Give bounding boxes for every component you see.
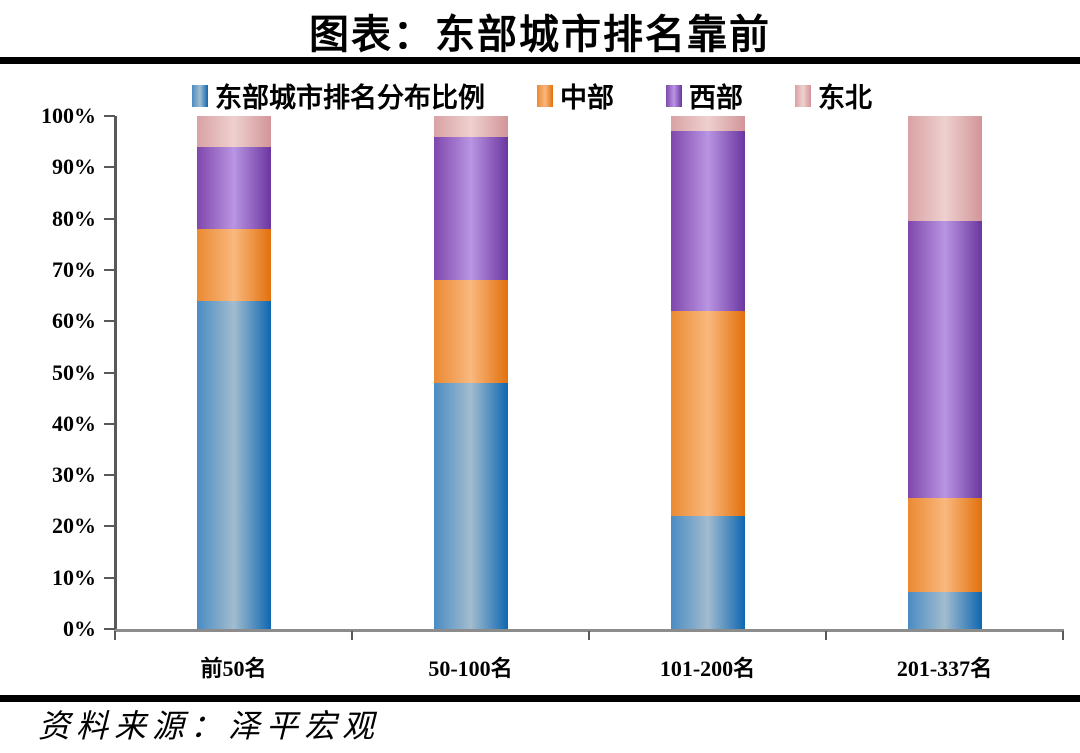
- bar-segment: [433, 382, 508, 629]
- legend-item: 西部: [666, 76, 743, 115]
- title-divider-line: [0, 57, 1080, 64]
- bar-segment: [196, 146, 271, 229]
- legend-swatch-icon: [537, 84, 553, 107]
- x-axis-label: 前50名: [200, 656, 267, 681]
- legend-label: 东北: [818, 83, 872, 113]
- y-axis-tick: [104, 628, 115, 630]
- legend-swatch-icon: [795, 84, 811, 107]
- y-axis-label: 0%: [63, 616, 96, 641]
- x-axis-label: 50-100名: [428, 656, 513, 681]
- y-axis-label: 60%: [52, 308, 96, 334]
- y-axis-tick: [104, 525, 115, 528]
- x-axis-tick: [1062, 631, 1064, 640]
- legend-item: 中部: [537, 76, 614, 115]
- y-axis-label: 90%: [52, 154, 96, 180]
- bar-segment: [670, 131, 745, 311]
- bar-segment: [907, 116, 982, 222]
- y-axis-label: 70%: [52, 256, 96, 282]
- bar-segment: [433, 280, 508, 383]
- bar-segment: [433, 116, 508, 137]
- bottom-divider-line: [0, 695, 1080, 702]
- y-axis-tick: [104, 371, 115, 374]
- bar-segment: [670, 310, 745, 517]
- legend-swatch-icon: [192, 84, 208, 107]
- bar-segment: [907, 498, 982, 592]
- x-axis-tick: [588, 631, 590, 640]
- chart-title: 图表：东部城市排名靠前: [309, 12, 771, 57]
- legend-item: 东部城市排名分布比例: [192, 76, 485, 115]
- bar-segment: [433, 136, 508, 281]
- plot-area: [115, 116, 1063, 629]
- y-axis-label: 50%: [52, 359, 96, 385]
- x-axis-tick: [825, 631, 827, 640]
- y-axis-label: 40%: [52, 410, 96, 436]
- y-axis-tick: [104, 576, 115, 579]
- y-axis-line: [114, 116, 117, 631]
- bar-segment: [670, 516, 745, 629]
- stacked-bar: [433, 116, 508, 629]
- bar-segment: [196, 228, 271, 301]
- y-axis-tick: [104, 320, 115, 323]
- x-axis-tick: [351, 631, 353, 640]
- y-axis-label: 100%: [41, 103, 96, 128]
- y-axis-tick: [104, 268, 115, 271]
- legend: 东部城市排名分布比例 中部 西部 东北: [192, 76, 872, 115]
- stacked-bar: [196, 116, 271, 629]
- x-axis-label: 101-200名: [659, 656, 756, 681]
- y-axis-tick: [104, 422, 115, 425]
- x-axis-tick: [114, 631, 116, 640]
- y-axis-label: 10%: [52, 564, 96, 590]
- legend-item: 东北: [795, 76, 872, 115]
- legend-label: 中部: [560, 83, 614, 113]
- bar-segment: [907, 591, 982, 629]
- x-axis-label: 201-337名: [896, 656, 993, 681]
- bar-segment: [196, 300, 271, 629]
- x-axis-baseline: [114, 629, 1064, 632]
- bar-segment: [196, 116, 271, 147]
- y-axis-tick: [104, 166, 115, 169]
- bar-segment: [907, 221, 982, 499]
- bar-segment: [670, 116, 745, 132]
- source-text: 资料来源：泽平宏观: [38, 708, 381, 744]
- legend-swatch-icon: [666, 84, 682, 107]
- y-axis-label: 30%: [52, 462, 96, 488]
- y-axis-label: 20%: [52, 513, 96, 539]
- y-axis-tick: [104, 217, 115, 220]
- stacked-bar: [907, 116, 982, 629]
- legend-label: 东部城市排名分布比例: [215, 83, 485, 113]
- y-axis-label: 80%: [52, 205, 96, 231]
- y-axis-tick: [104, 115, 115, 117]
- legend-label: 西部: [689, 83, 743, 113]
- y-axis-tick: [104, 474, 115, 477]
- stacked-bar: [670, 116, 745, 629]
